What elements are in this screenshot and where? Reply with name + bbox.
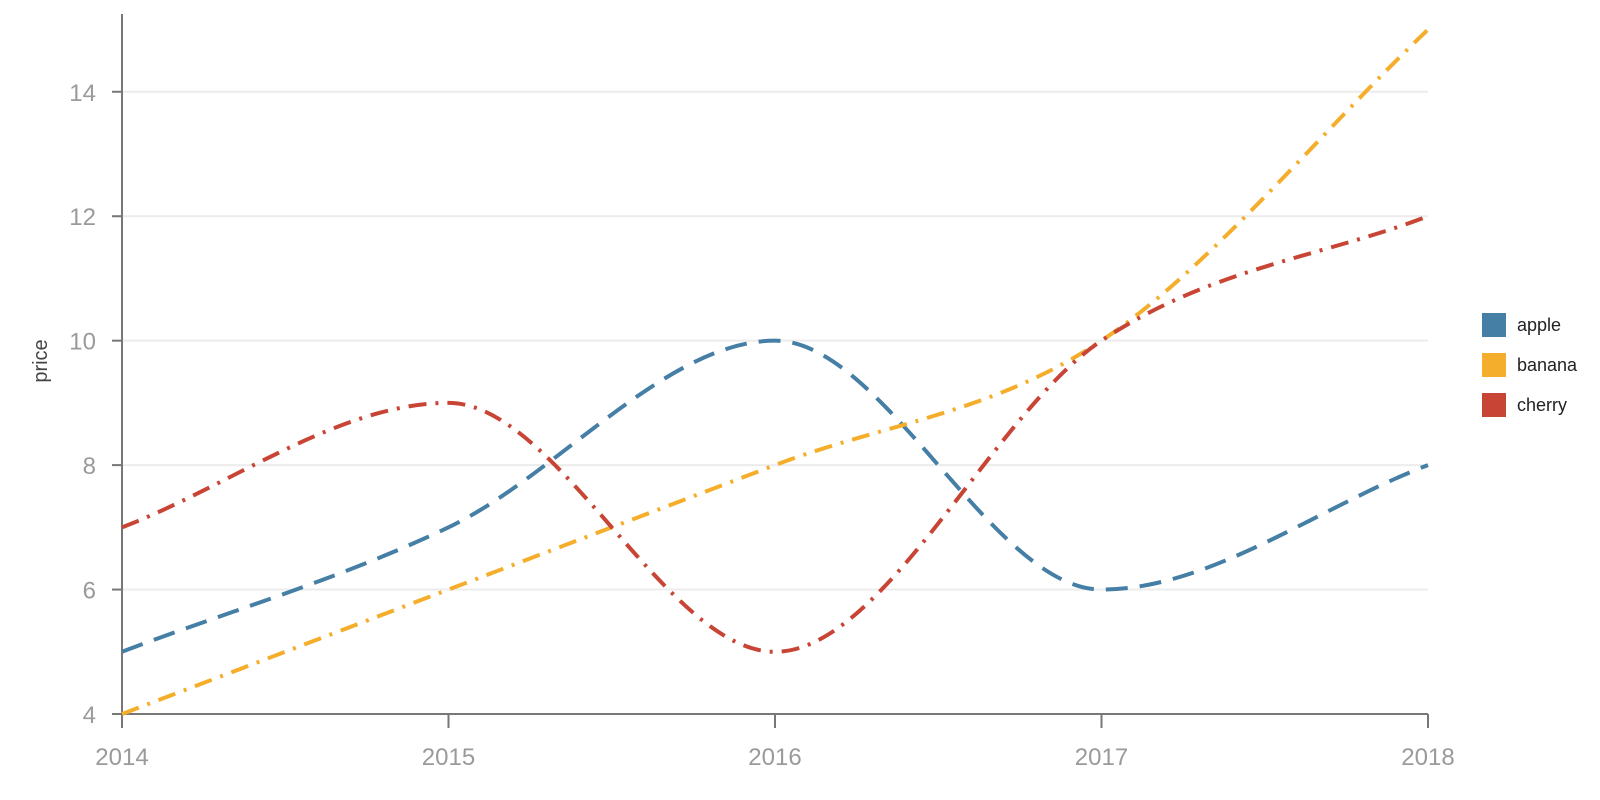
legend-label-apple: apple <box>1517 315 1561 335</box>
legend-swatch-cherry <box>1482 393 1506 417</box>
x-tick-label-2017: 2017 <box>1075 744 1128 771</box>
series-line-apple <box>121 338 1429 654</box>
series-line-cherry <box>121 214 1429 654</box>
legend: apple banana cherry <box>1482 313 1578 417</box>
x-tick-label-2014: 2014 <box>95 744 148 771</box>
y-tick-label-10: 10 <box>69 329 96 356</box>
legend-label-cherry: cherry <box>1517 395 1567 415</box>
legend-swatch-banana <box>1482 353 1506 377</box>
x-tick-label-2015: 2015 <box>422 744 475 771</box>
series-line-banana <box>121 28 1430 716</box>
y-tick-label-6: 6 <box>83 578 96 605</box>
legend-swatch-apple <box>1482 313 1506 337</box>
legend-label-banana: banana <box>1517 355 1578 375</box>
axis-ticks: 4 6 8 10 12 14 2014 2015 2016 2017 2018 <box>69 80 1454 771</box>
x-tick-label-2016: 2016 <box>748 744 801 771</box>
series-lines <box>121 28 1430 716</box>
y-axis-title: price <box>30 339 52 382</box>
y-tick-label-14: 14 <box>69 80 96 107</box>
axes <box>121 14 1428 715</box>
y-tick-label-12: 12 <box>69 204 96 231</box>
y-tick-label-8: 8 <box>83 453 96 480</box>
x-tick-label-2018: 2018 <box>1401 744 1454 771</box>
y-tick-label-4: 4 <box>83 702 96 729</box>
